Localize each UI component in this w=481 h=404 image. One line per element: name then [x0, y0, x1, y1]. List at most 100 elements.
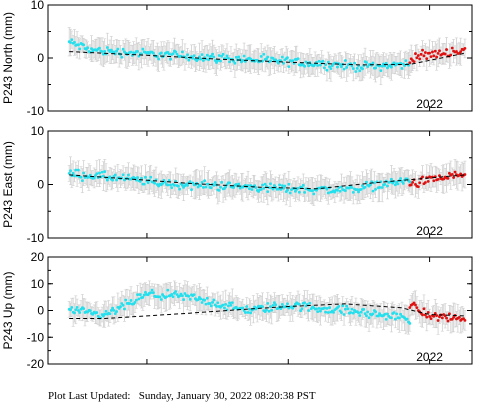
data-point — [167, 179, 171, 182]
data-point — [220, 180, 224, 184]
data-point — [393, 183, 397, 187]
data-point — [390, 65, 393, 69]
data-point — [209, 186, 213, 190]
data-point — [287, 65, 291, 69]
data-point — [263, 182, 267, 186]
data-point — [399, 312, 403, 316]
data-point — [211, 52, 214, 56]
recent-data-point — [455, 50, 458, 53]
data-point — [192, 293, 196, 297]
data-point — [276, 187, 280, 191]
data-point — [104, 309, 108, 313]
recent-data-point — [428, 51, 431, 55]
recent-data-point — [433, 49, 437, 53]
data-point — [233, 61, 237, 65]
recent-data-point — [426, 179, 430, 183]
data-point — [303, 190, 307, 194]
data-point — [244, 311, 247, 314]
data-points — [67, 38, 467, 73]
recent-data-point — [446, 319, 450, 323]
data-point — [384, 61, 388, 65]
data-point — [261, 59, 264, 63]
data-point — [362, 307, 366, 311]
y-tick-label: 10 — [31, 124, 45, 138]
data-point — [280, 303, 284, 306]
data-point — [357, 311, 360, 315]
recent-data-point — [459, 50, 463, 54]
north-panel: -10 0 10 2022 P243 North (mm) — [1, 0, 473, 118]
data-point — [267, 186, 271, 190]
data-point — [174, 290, 178, 293]
data-point — [383, 64, 387, 68]
data-point — [269, 305, 272, 308]
data-point — [271, 187, 275, 191]
data-point — [199, 297, 203, 301]
data-point — [371, 312, 375, 316]
data-point — [317, 306, 321, 310]
data-point — [393, 317, 397, 321]
recent-data-point — [422, 54, 426, 58]
plot-area — [67, 27, 467, 86]
data-point — [161, 182, 164, 185]
recent-data-point — [452, 315, 456, 319]
data-point — [338, 63, 342, 66]
data-point — [368, 183, 372, 187]
data-point — [225, 54, 229, 58]
data-point — [186, 53, 189, 57]
data-point — [350, 186, 354, 189]
data-point — [216, 301, 220, 305]
y-tick-label: 20 — [31, 250, 45, 264]
data-point — [374, 187, 378, 191]
y-tick-label: 0 — [37, 51, 44, 65]
data-point — [316, 310, 320, 314]
data-point — [123, 307, 126, 311]
data-point — [261, 183, 264, 187]
data-point — [351, 311, 355, 315]
data-point — [191, 181, 195, 185]
data-point — [204, 302, 208, 306]
data-point — [247, 187, 251, 191]
data-point — [144, 291, 147, 294]
data-point — [405, 317, 409, 321]
data-point — [282, 186, 285, 190]
recent-data-point — [446, 176, 450, 180]
data-point — [229, 303, 233, 307]
data-point — [345, 304, 349, 308]
data-point — [349, 311, 353, 314]
data-point — [115, 310, 118, 313]
data-point — [205, 296, 209, 300]
data-point — [170, 293, 174, 296]
plot-area — [67, 280, 467, 335]
data-point — [124, 298, 128, 302]
recent-data-point — [449, 53, 453, 57]
data-point — [250, 188, 254, 191]
data-point — [386, 312, 389, 316]
data-point — [249, 311, 253, 315]
data-point — [87, 175, 91, 179]
y-tick-label: -10 — [27, 330, 45, 344]
data-point — [350, 307, 354, 311]
model-trend-line — [69, 303, 465, 319]
data-point — [116, 47, 120, 51]
recent-data-point — [433, 312, 437, 315]
data-point — [390, 177, 393, 181]
recent-data-point — [436, 319, 440, 322]
data-point — [253, 184, 257, 188]
data-point — [137, 297, 141, 301]
data-point — [303, 64, 307, 68]
data-point — [232, 186, 235, 189]
data-point — [280, 55, 284, 59]
data-point — [401, 181, 405, 185]
data-point — [392, 61, 396, 65]
data-point — [274, 303, 278, 307]
recent-data-point — [445, 316, 448, 320]
data-point — [301, 183, 305, 187]
data-point — [201, 59, 205, 62]
data-point — [307, 64, 310, 68]
data-point — [201, 185, 205, 189]
recent-data-point — [412, 301, 416, 305]
recent-data-point — [457, 315, 461, 319]
data-point — [126, 173, 130, 177]
recent-data-point — [423, 51, 427, 54]
data-point — [266, 55, 270, 59]
